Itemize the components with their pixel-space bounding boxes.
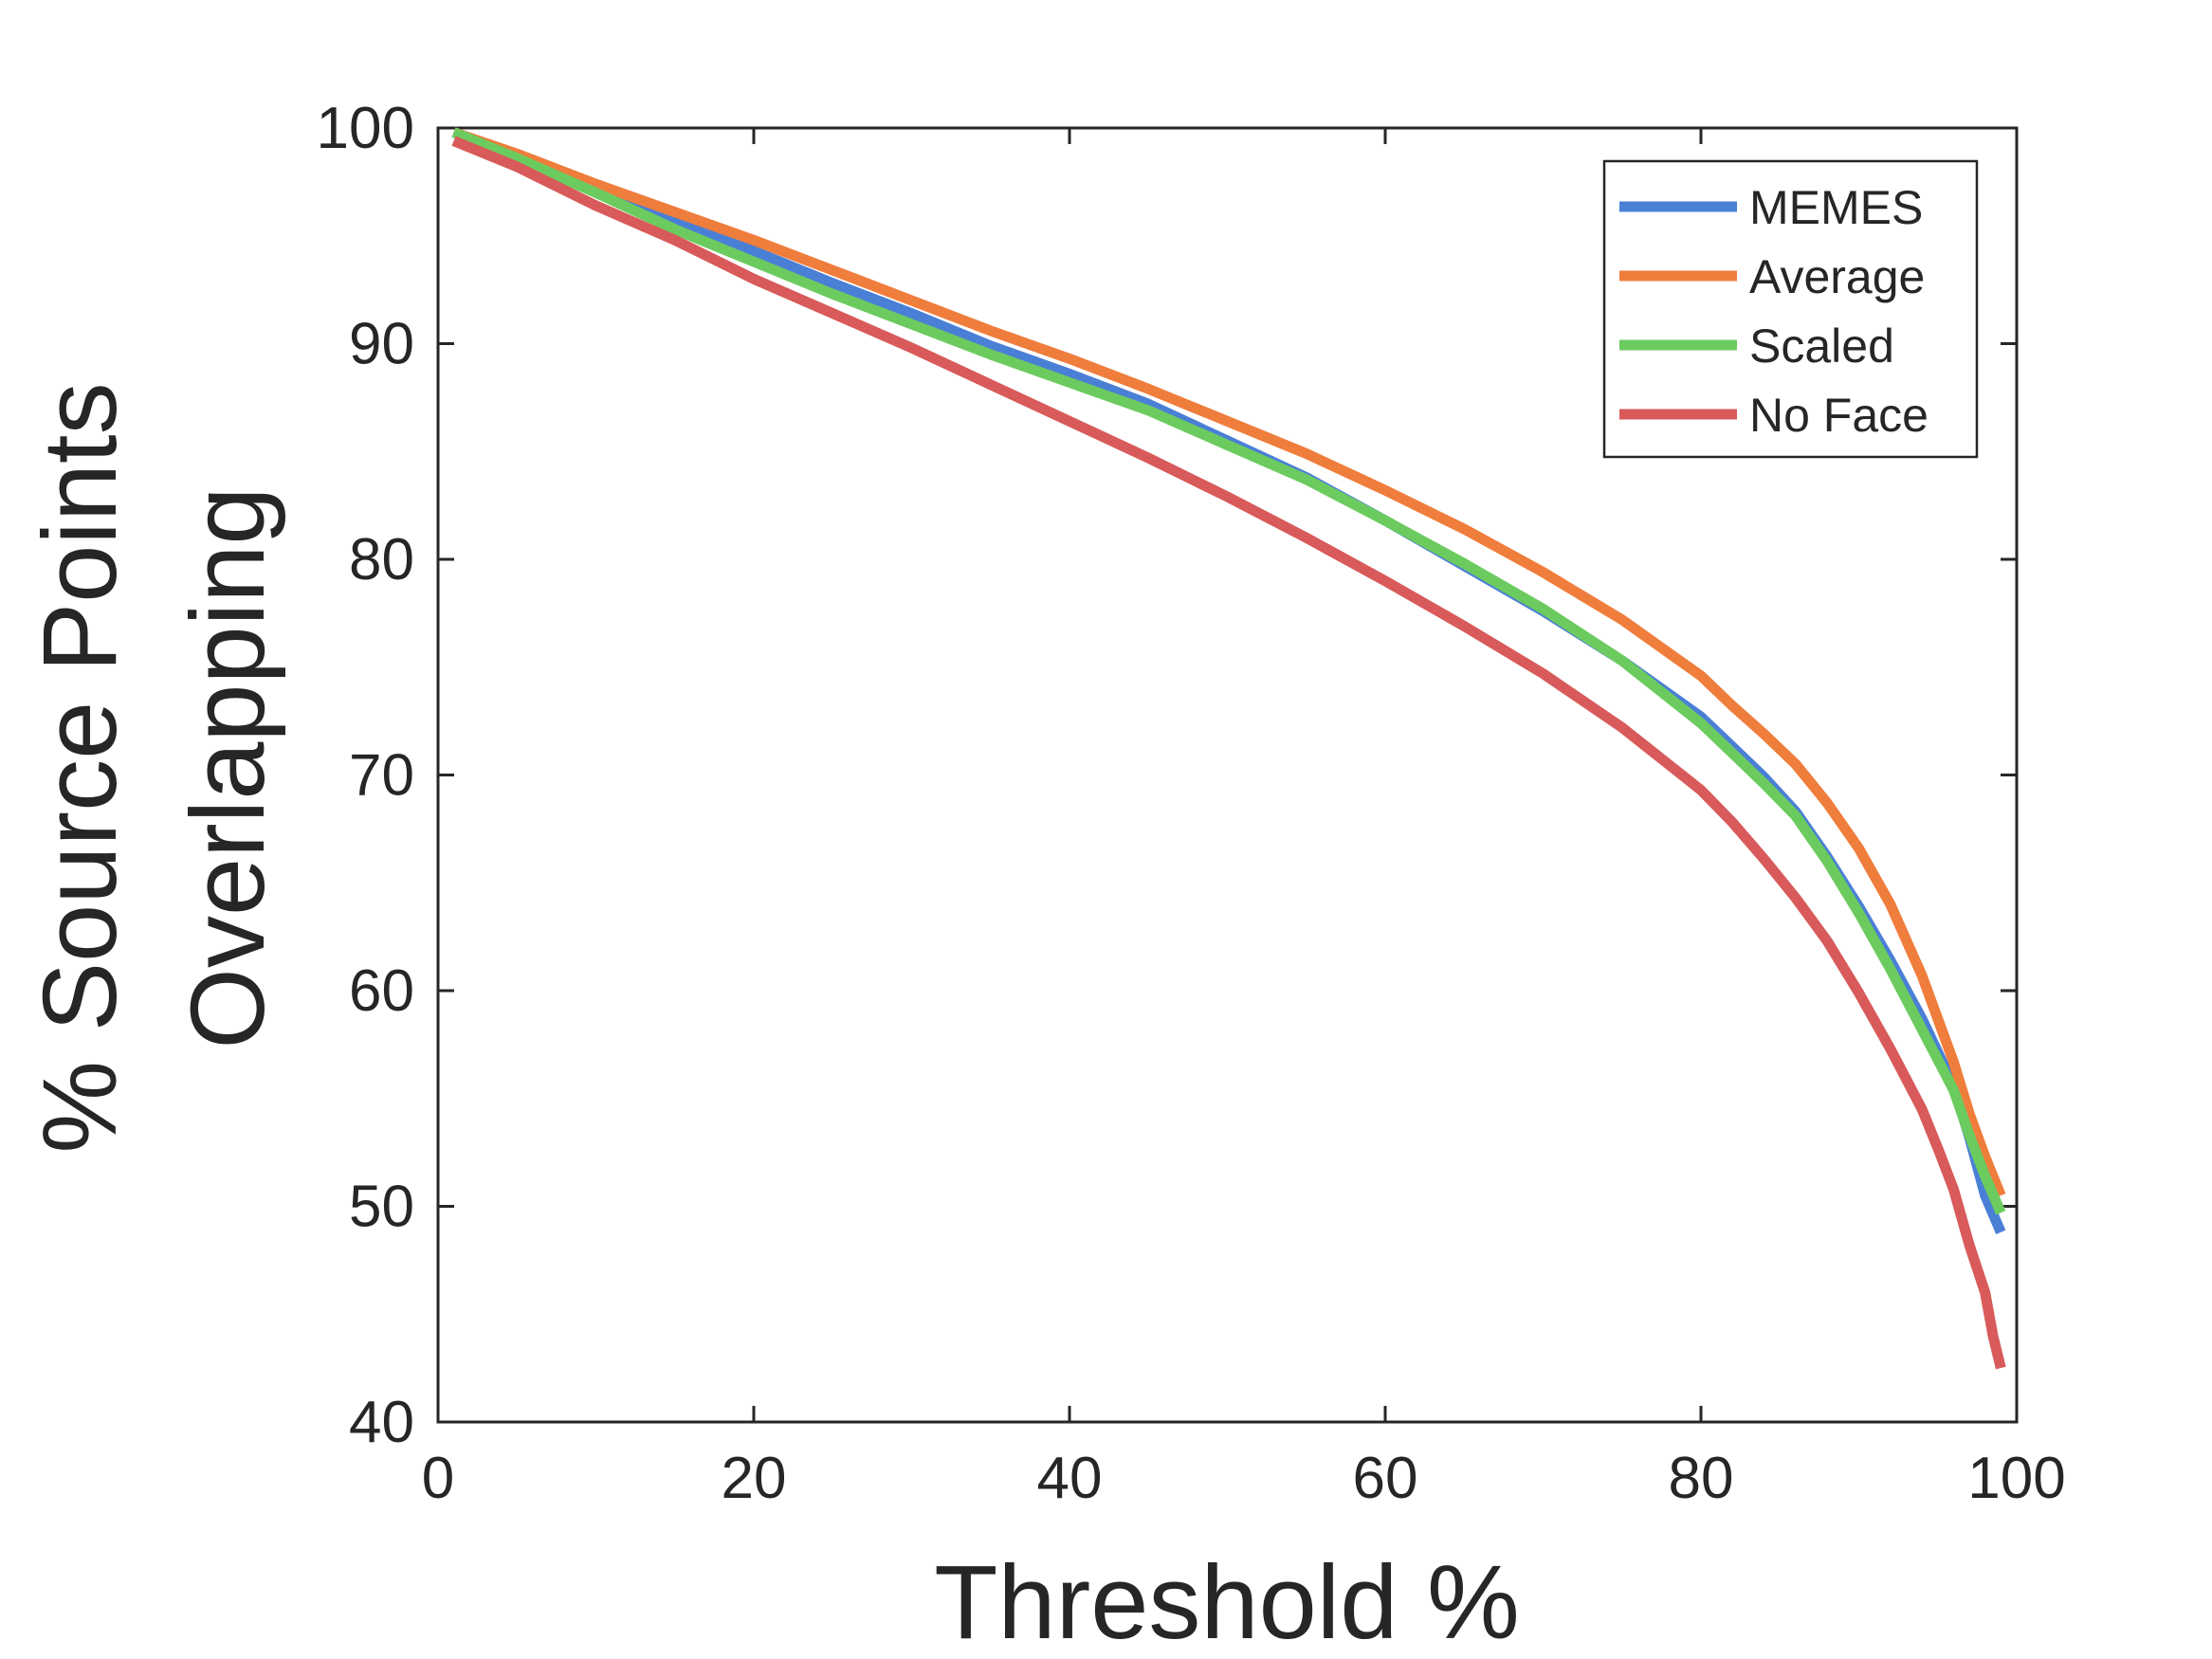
series-lines	[451, 127, 2006, 1370]
y-tick-label: 70	[349, 743, 414, 809]
y-tick-label: 40	[349, 1390, 414, 1455]
y-axis-title-line-2: Overlapping	[170, 486, 286, 1048]
x-tick-label: 100	[1967, 1446, 2065, 1511]
series-line-average	[451, 127, 2006, 1198]
legend-label: Average	[1749, 250, 1925, 303]
x-tick-label: 80	[1669, 1446, 1734, 1511]
x-tick-label: 40	[1037, 1446, 1103, 1511]
x-axis-title: Threshold %	[934, 1544, 1520, 1659]
y-tick-label: 80	[349, 527, 414, 592]
x-tick-label: 60	[1353, 1446, 1418, 1511]
series-line-scaled	[451, 127, 2006, 1215]
y-tick-label: 90	[349, 312, 414, 377]
y-tick-label: 60	[349, 958, 414, 1024]
x-tick-label: 0	[422, 1446, 454, 1511]
series-line-no-face	[451, 136, 2006, 1370]
x-tick-label: 20	[722, 1446, 787, 1511]
legend-label: No Face	[1749, 389, 1929, 442]
y-axis-title-line-1: % Source Points	[22, 382, 138, 1153]
axis-ticks	[436, 126, 2019, 1424]
legend-label: Scaled	[1749, 319, 1894, 373]
legend: MEMES Average Scaled No Face	[1602, 159, 1979, 459]
legend-label: MEMES	[1749, 181, 1923, 234]
y-tick-label: 100	[317, 96, 414, 161]
y-tick-label: 50	[349, 1175, 414, 1240]
axis-tick-labels: 0 20 40 60 80 100 40 50 60 70 80 90 100	[317, 96, 2066, 1511]
